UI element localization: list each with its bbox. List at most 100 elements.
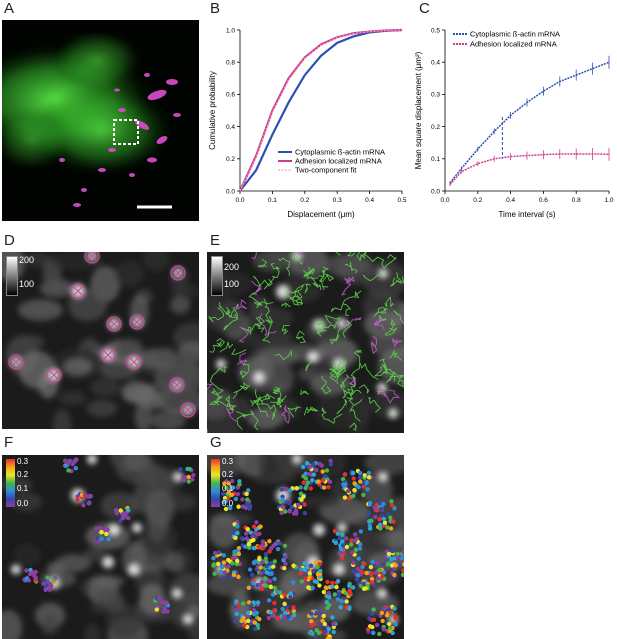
haze-blob xyxy=(207,573,254,596)
track-point xyxy=(368,500,373,506)
track-point xyxy=(235,492,240,497)
track-point xyxy=(301,464,306,470)
track-point xyxy=(258,524,263,529)
track-point xyxy=(391,519,396,524)
track-point xyxy=(337,550,342,556)
bright-spot xyxy=(216,359,226,370)
track-point xyxy=(389,563,395,568)
track-point xyxy=(251,560,257,565)
track-point xyxy=(351,470,356,476)
track-point xyxy=(323,474,328,479)
trajectory xyxy=(353,349,379,380)
zoom-box xyxy=(113,119,139,145)
track-point xyxy=(308,486,313,491)
track-point xyxy=(307,575,312,580)
trajectory xyxy=(238,326,249,343)
micrograph-a-image xyxy=(2,20,199,221)
y-tick-label-c: 0.5 xyxy=(431,27,440,34)
y-tick-label-c: 0.1 xyxy=(431,156,440,163)
panel-letter-e: E xyxy=(210,232,221,249)
track-point xyxy=(299,579,304,584)
track-point xyxy=(365,487,370,492)
track-point xyxy=(66,468,71,473)
track-point xyxy=(252,620,257,625)
track-point xyxy=(335,579,341,584)
track-point xyxy=(373,570,378,576)
track-point xyxy=(253,626,258,632)
trajectory xyxy=(330,290,362,313)
trajectory xyxy=(278,257,291,276)
micrograph-panel-e: 200 100 xyxy=(207,252,404,433)
track-point xyxy=(355,573,361,578)
track-point xyxy=(381,501,386,507)
haze-blob xyxy=(134,400,153,429)
track-point xyxy=(375,560,380,566)
track-point xyxy=(275,546,281,552)
track-point xyxy=(43,587,48,592)
x-tick-label-c: 0.8 xyxy=(572,197,581,204)
track-point xyxy=(282,543,288,548)
trajectory xyxy=(321,407,330,421)
track-point xyxy=(393,622,398,627)
track-point xyxy=(254,520,259,525)
track-point xyxy=(263,556,269,561)
trajectory xyxy=(305,361,313,372)
track-point xyxy=(291,608,296,614)
track-point xyxy=(366,511,372,516)
trajectory xyxy=(324,314,342,325)
trajectory xyxy=(256,301,274,309)
track-point xyxy=(358,479,363,484)
haze-blob xyxy=(117,338,144,359)
track-point xyxy=(319,463,324,468)
trajectory xyxy=(300,389,309,396)
trajectory xyxy=(316,323,327,337)
track-point xyxy=(330,615,335,620)
track-point xyxy=(311,472,316,477)
track-point xyxy=(191,472,196,478)
track-point xyxy=(252,611,257,617)
bright-spot xyxy=(377,588,387,599)
track-point xyxy=(264,559,269,565)
track-point xyxy=(248,530,253,535)
track-point xyxy=(344,544,350,550)
micrograph-panel-d: 200 100 xyxy=(2,252,199,429)
track-point xyxy=(226,564,231,569)
track-point xyxy=(242,623,247,628)
track-point xyxy=(51,578,56,583)
track-point xyxy=(321,485,327,490)
track-point xyxy=(352,538,358,543)
track-point xyxy=(385,562,390,567)
track-point xyxy=(82,492,88,498)
trajectory xyxy=(223,304,240,331)
track-point xyxy=(260,560,265,565)
track-point xyxy=(126,508,131,513)
track-point xyxy=(283,554,288,559)
track-point xyxy=(283,610,288,615)
trajectory-layer xyxy=(207,252,404,433)
track-point xyxy=(374,622,380,628)
haze-blob xyxy=(364,455,404,475)
track-point xyxy=(314,579,320,585)
track-point xyxy=(283,486,288,492)
track-point xyxy=(301,480,306,485)
track-point xyxy=(395,551,400,557)
track-point xyxy=(226,490,232,495)
legend-label-b: Adhesion localized mRNA xyxy=(295,157,382,166)
track-point xyxy=(381,570,387,575)
trajectory xyxy=(250,280,262,296)
bright-spot xyxy=(388,408,398,419)
legend-label-b: Two-component fit xyxy=(295,166,357,175)
track-point xyxy=(355,566,360,572)
haze-blob xyxy=(300,494,340,509)
track-point xyxy=(358,470,363,476)
detection-circle xyxy=(170,265,186,281)
trajectory xyxy=(219,302,235,318)
bright-spot xyxy=(172,588,182,599)
y-tick-label-b: 1.0 xyxy=(226,27,235,34)
track-point xyxy=(311,569,316,574)
track-point xyxy=(366,475,372,480)
trajectory xyxy=(362,274,381,282)
track-point xyxy=(257,557,262,562)
track-point xyxy=(366,470,372,476)
haze-blob xyxy=(208,513,240,549)
